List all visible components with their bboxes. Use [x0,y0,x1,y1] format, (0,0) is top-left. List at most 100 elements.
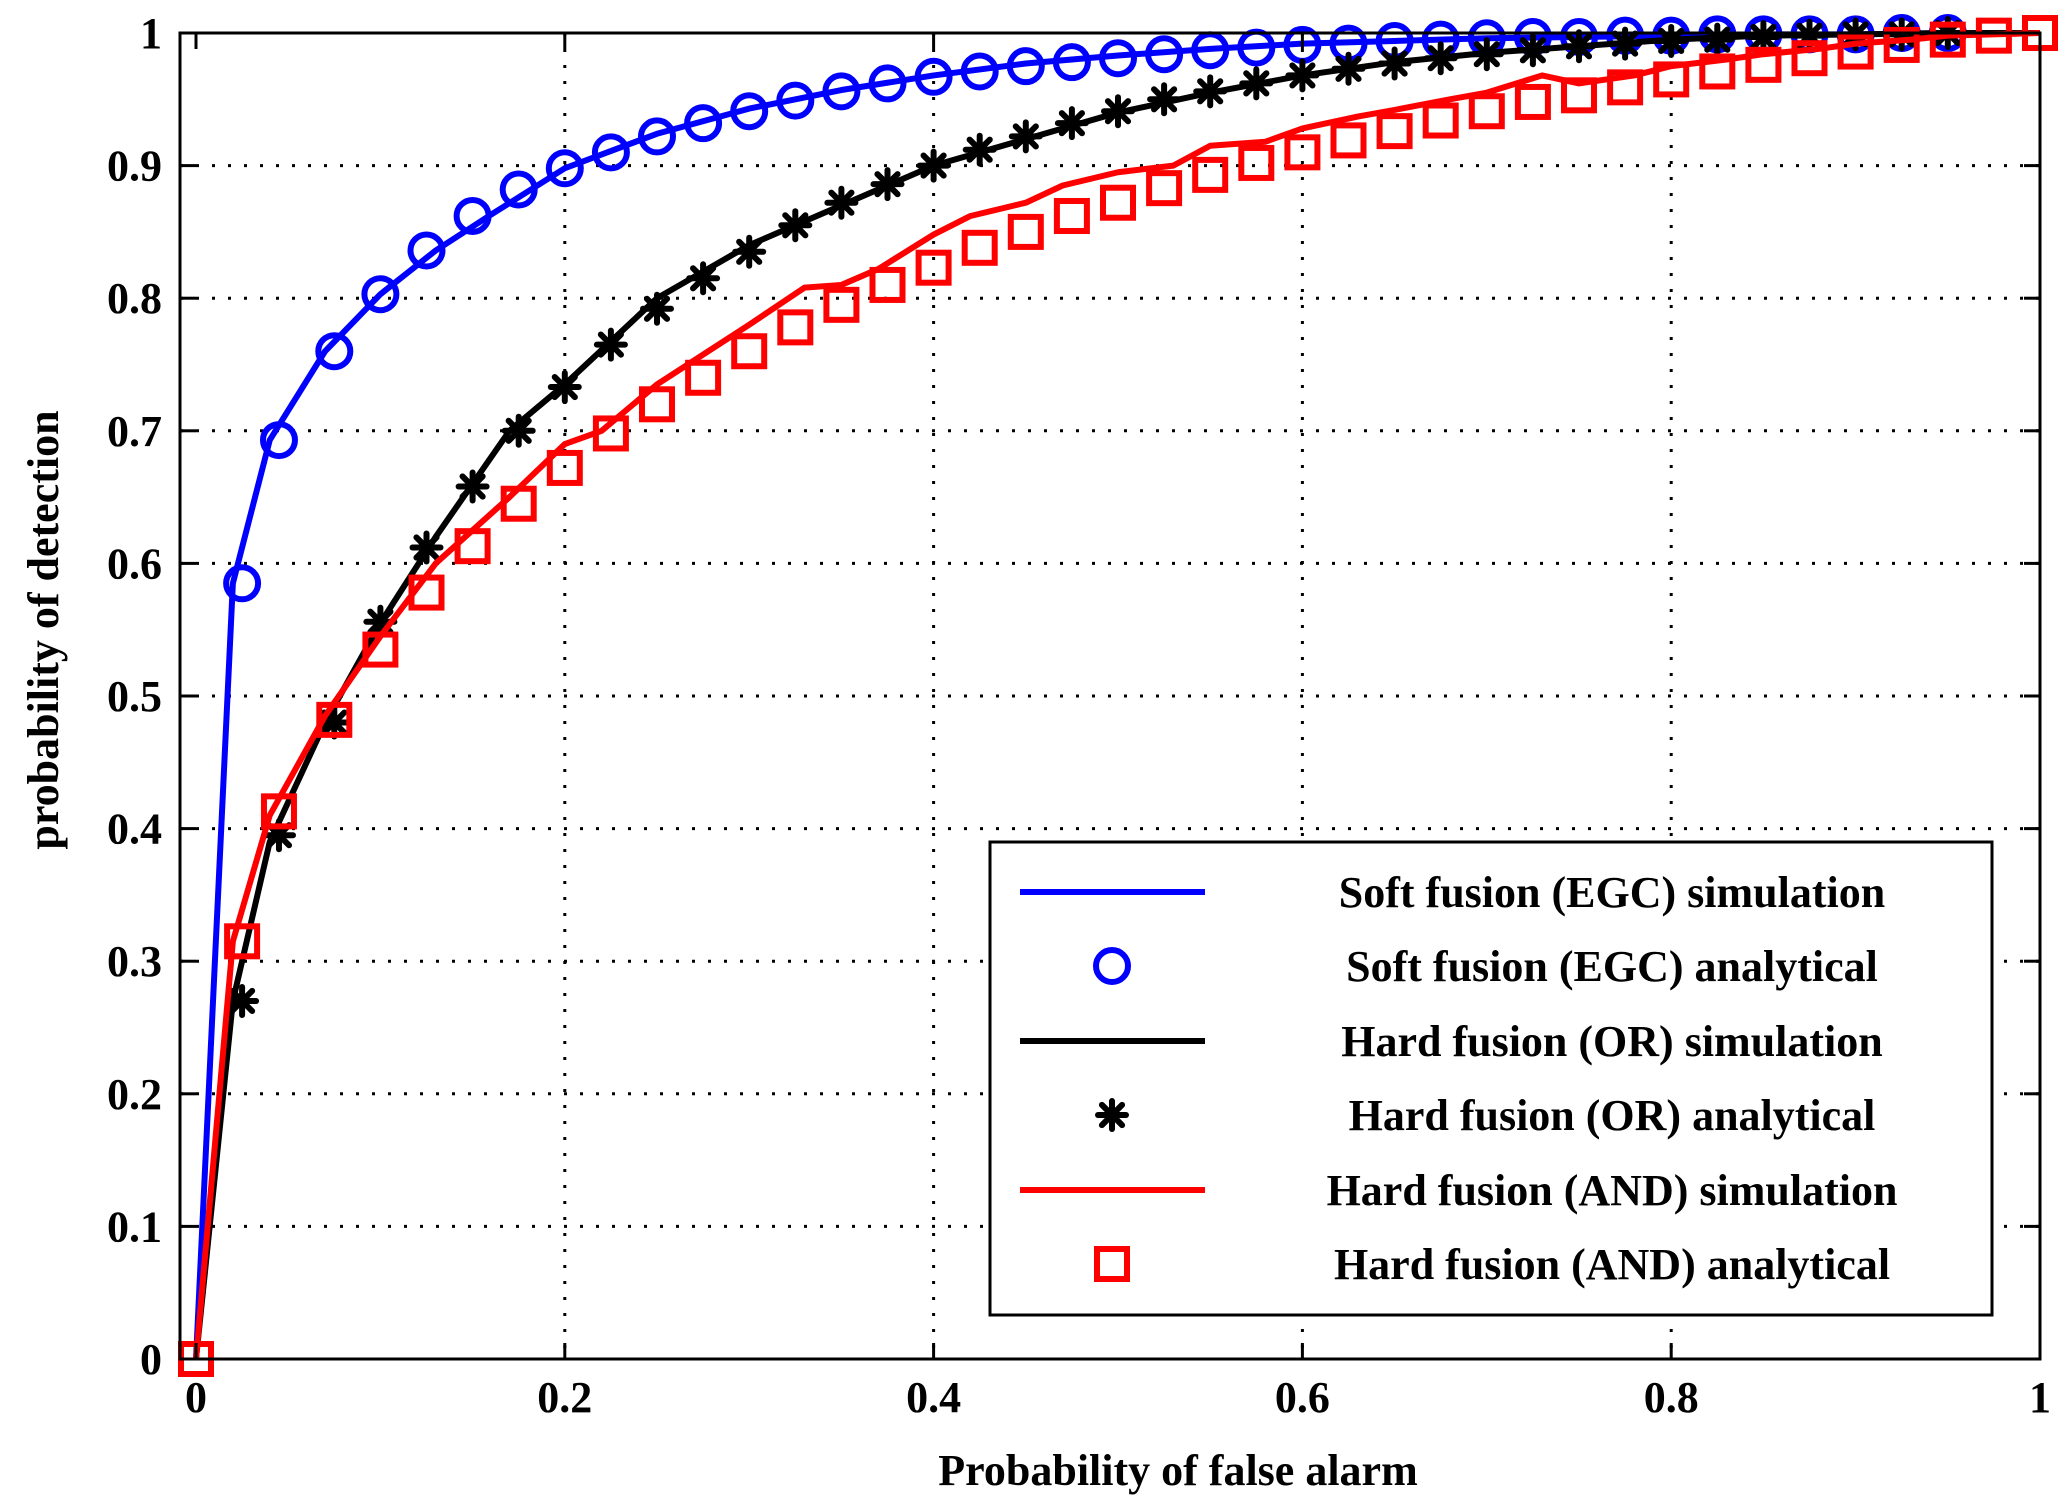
data-point [593,327,628,362]
data-point [1699,53,1736,90]
legend-marker-swatch [1095,1098,1129,1132]
data-point [1653,61,1690,98]
data-point [961,229,998,266]
data-point [822,72,861,111]
data-point [732,234,767,269]
data-point [500,485,537,522]
star-core [650,301,664,316]
data-point [591,133,630,172]
data-point [1331,51,1366,86]
legend-marker-swatch [1093,947,1131,985]
data-point [1006,47,1045,86]
data-point [914,57,953,96]
data-point [1238,144,1275,181]
x-tick-label: 0.6 [1275,1373,1330,1422]
legend-item: Soft fusion (EGC) analytical [1093,942,1878,991]
data-point [1145,35,1184,74]
data-point [1929,21,1966,58]
data-point [1147,82,1182,117]
data-point [1099,39,1137,78]
series-5 [193,30,2041,1360]
data-point [1562,29,1596,64]
y-tick-label: 0.4 [107,805,162,854]
axis-tick-labels: 0 0.2 0.4 0.6 0.8 1 0 0.1 0.2 0.3 0.4 0.5 0.6 0.7 0.8 0… [107,9,2051,1422]
series-line [193,30,2041,1360]
series-layer [178,14,2058,1377]
y-axis-label: probability of detection [19,410,68,849]
star-core [880,177,895,192]
star-core [235,993,250,1008]
data-point [361,275,400,314]
data-point [1330,122,1367,159]
data-point [1239,66,1274,101]
data-point [224,923,261,960]
y-tick-label: 0.6 [107,539,162,588]
data-point [1791,40,1828,77]
x-tick-label: 0 [185,1373,207,1422]
data-point [1745,46,1782,83]
y-tick-label: 0.5 [107,672,162,721]
data-point [1008,119,1043,154]
data-point [407,231,446,270]
data-point [499,170,538,209]
data-point [316,701,353,738]
legend-item: Hard fusion (OR) analytical [1095,1091,1876,1140]
data-point [960,52,999,91]
data-point [870,167,905,202]
star-core [972,142,987,157]
data-point [778,208,813,243]
star-core [373,614,388,629]
data-point [1146,170,1183,207]
data-point [915,249,952,286]
data-point [684,104,723,143]
data-point [1192,156,1229,193]
data-point [545,149,584,188]
data-point [1101,94,1135,129]
star-core [419,540,434,555]
x-axis-label: Probability of false alarm [938,1446,1417,1495]
star-core [271,828,286,843]
data-point [223,564,262,603]
star-core [327,715,342,730]
legend-item: Hard fusion (AND) analytical [1094,1240,1890,1289]
data-point [1422,102,1459,139]
data-point [868,64,907,103]
data-point [1746,19,1781,54]
legend-label: Hard fusion (AND) analytical [1334,1240,1890,1289]
y-tick-label: 1 [140,9,162,58]
data-point [1514,83,1551,120]
data-point [317,705,352,740]
y-tick-label: 0.9 [107,142,162,191]
star-core [1105,1108,1119,1122]
star-core [1479,47,1494,62]
data-point [686,261,721,296]
data-point [409,530,444,565]
data-point [1284,134,1321,171]
y-tick-label: 0.7 [107,407,162,456]
x-tick-label: 0.2 [537,1373,592,1422]
star-core [1295,68,1310,83]
series-4 [225,16,1965,1018]
data-point [259,421,298,460]
data-point [453,196,492,235]
data-point [501,413,536,448]
x-tick-label: 1 [2029,1373,2051,1422]
data-point [962,132,997,167]
data-point [824,185,859,220]
legend-label: Hard fusion (OR) analytical [1349,1091,1876,1140]
star-core [788,218,803,233]
data-point [1100,184,1136,221]
star-core [511,423,526,438]
data-point [730,92,769,131]
star-core [1111,104,1125,119]
legend-box [988,840,1994,1317]
data-point [1052,43,1091,82]
y-tick-label: 0 [140,1335,162,1384]
legend-item: Hard fusion (AND) simulation [1020,1166,1897,1215]
star-core [1018,129,1033,144]
data-point [592,415,629,452]
y-tick-label: 0.8 [107,274,162,323]
legend-label: Soft fusion (EGC) simulation [1339,868,1885,917]
data-point [1054,106,1089,141]
data-point [1423,41,1458,76]
